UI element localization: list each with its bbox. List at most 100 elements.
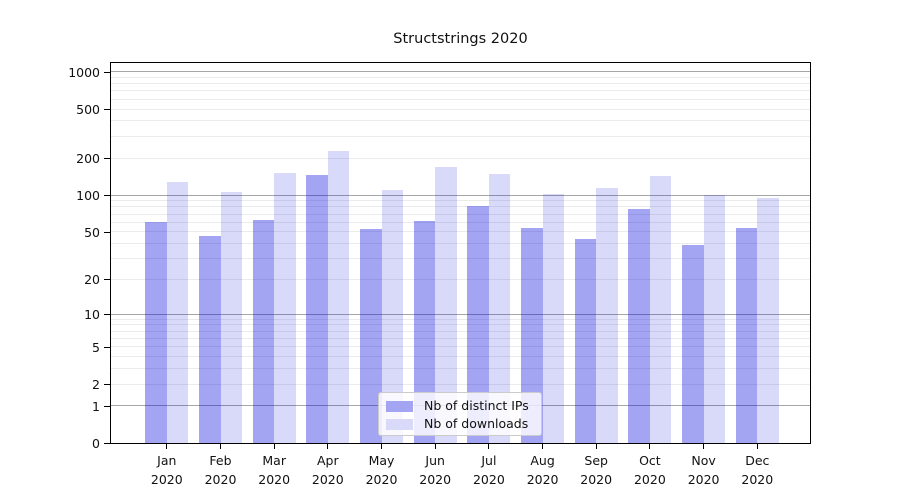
bar-distinct-ips [199, 236, 221, 443]
x-tick-mark [220, 444, 221, 449]
x-tick-mark [542, 444, 544, 449]
y-tick-mark [104, 443, 110, 444]
bar-downloads [757, 197, 779, 443]
gridline-minor [111, 318, 810, 320]
x-tick-label: Sep 2020 [580, 453, 613, 487]
x-tick-label: Apr 2020 [311, 453, 344, 487]
x-tick-mark [595, 444, 597, 449]
legend-entry-distinct-ips: Nb of distinct IPs [386, 398, 541, 414]
gridline-minor [111, 278, 810, 280]
bar-downloads [166, 181, 189, 443]
gridline-major [111, 194, 810, 196]
x-tick-mark [381, 444, 382, 449]
y-tick-label: 10 [84, 307, 100, 323]
y-tick-label: 200 [76, 151, 100, 167]
bar-downloads [488, 173, 511, 443]
y-tick-label: 0 [92, 436, 100, 451]
y-tick-mark [104, 195, 110, 196]
gridline-minor [111, 330, 810, 332]
y-tick-mark [104, 231, 110, 233]
x-tick-label: May 2020 [365, 453, 398, 487]
bar-distinct-ips [521, 227, 543, 443]
gridline-minor [111, 90, 810, 92]
gridline-minor [111, 368, 810, 369]
bar-downloads [220, 192, 242, 443]
bar-distinct-ips [252, 220, 275, 443]
x-tick-label: Jun 2020 [419, 453, 452, 487]
bar-distinct-ips [467, 206, 489, 443]
bar-downloads [703, 194, 726, 443]
bar-distinct-ips [682, 244, 704, 443]
y-tick-label: 5 [92, 339, 100, 355]
x-tick-mark [434, 444, 436, 449]
plot-area [110, 62, 811, 444]
legend-entry-downloads: Nb of downloads [386, 416, 541, 432]
bar-downloads [649, 176, 672, 443]
gridline-minor [111, 346, 810, 348]
gridline-minor [111, 221, 810, 223]
y-tick-label: 20 [84, 272, 100, 288]
x-tick-label: Dec 2020 [741, 453, 774, 487]
bar-downloads [274, 172, 296, 443]
gridline-minor [111, 157, 810, 159]
bar-distinct-ips [574, 238, 597, 443]
x-tick-mark [649, 444, 651, 449]
bar-distinct-ips [145, 222, 167, 443]
y-tick-mark [104, 71, 110, 73]
gridline-minor [111, 356, 810, 357]
x-tick-mark [703, 444, 705, 449]
x-tick-label: Aug 2020 [526, 453, 559, 487]
y-tick-mark [104, 314, 110, 316]
y-tick-mark [104, 346, 110, 348]
gridline-minor [111, 337, 810, 339]
gridline-minor [111, 108, 810, 110]
gridline-minor [111, 258, 810, 259]
y-tick-mark [104, 384, 110, 385]
bar-distinct-ips [413, 221, 436, 443]
x-tick-mark [327, 444, 329, 449]
bar-downloads [381, 190, 403, 443]
x-tick-label: Nov 2020 [687, 453, 720, 487]
chart-title: Structstrings 2020 [393, 31, 528, 47]
y-tick-label: 1000 [68, 64, 100, 80]
gridline-minor [111, 206, 810, 208]
y-tick-mark [104, 405, 110, 407]
x-tick-mark [166, 444, 168, 449]
bar-downloads [327, 150, 350, 443]
legend-label-downloads: Nb of downloads [424, 416, 529, 431]
legend-swatch-distinct-ips-icon [386, 400, 413, 412]
bar-downloads [542, 194, 565, 443]
bar-distinct-ips [306, 175, 328, 443]
y-tick-label: 500 [76, 102, 100, 117]
y-tick-label: 100 [76, 188, 100, 203]
bar-distinct-ips [360, 228, 382, 443]
gridline-minor [111, 200, 810, 202]
gridline-minor [111, 243, 810, 244]
gridline-minor [111, 76, 810, 78]
x-tick-mark [756, 444, 758, 449]
gridline-minor [111, 135, 810, 137]
gridline-major [111, 313, 810, 315]
gridline-minor [111, 83, 810, 85]
gridline-minor [111, 231, 810, 233]
gridline-minor [111, 98, 810, 100]
x-tick-label: Feb 2020 [204, 453, 237, 487]
bar-distinct-ips [735, 227, 758, 443]
legend: Nb of distinct IPs Nb of downloads [378, 392, 542, 436]
y-tick-mark [104, 109, 110, 110]
x-tick-mark [273, 444, 275, 449]
bar-downloads [435, 167, 457, 443]
x-tick-label: Jul 2020 [472, 453, 505, 487]
gridline-minor [111, 383, 810, 385]
x-tick-label: Jan 2020 [150, 453, 183, 487]
x-tick-mark [488, 444, 490, 449]
y-tick-label: 50 [84, 224, 100, 240]
bar-distinct-ips [628, 208, 650, 443]
legend-swatch-downloads-icon [386, 418, 413, 430]
y-tick-mark [104, 158, 110, 160]
gridline-minor [111, 324, 810, 326]
gridline-minor [111, 213, 810, 215]
x-tick-label: Mar 2020 [258, 453, 291, 487]
y-tick-label: 2 [92, 377, 100, 392]
